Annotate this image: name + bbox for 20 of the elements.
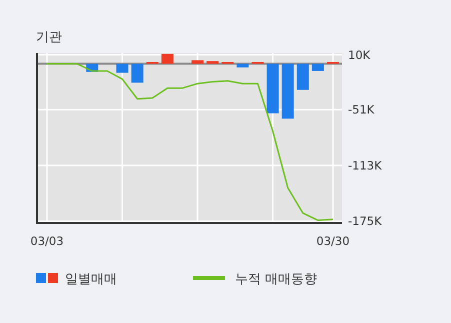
legend-label: 누적 매매동향 — [235, 272, 318, 287]
bar — [266, 64, 279, 114]
bar — [312, 64, 324, 71]
x-tick-label: 03/30 — [316, 234, 350, 248]
bar — [161, 54, 174, 64]
legend-label: 일별매매 — [65, 272, 117, 287]
bar — [116, 64, 128, 73]
bar — [131, 64, 144, 83]
line-series — [46, 63, 334, 222]
y-tick-label: -113K — [348, 158, 382, 172]
y-tick-label: 10K — [348, 48, 371, 62]
bar — [296, 64, 309, 90]
bar — [282, 64, 294, 119]
bar — [192, 60, 204, 64]
bar — [206, 61, 219, 64]
chart-title: 기관 — [36, 30, 62, 45]
x-tick-label: 03/03 — [30, 234, 64, 248]
bar — [236, 64, 249, 68]
y-tick-label: -51K — [348, 102, 375, 117]
y-tick-label: -175K — [348, 214, 382, 228]
